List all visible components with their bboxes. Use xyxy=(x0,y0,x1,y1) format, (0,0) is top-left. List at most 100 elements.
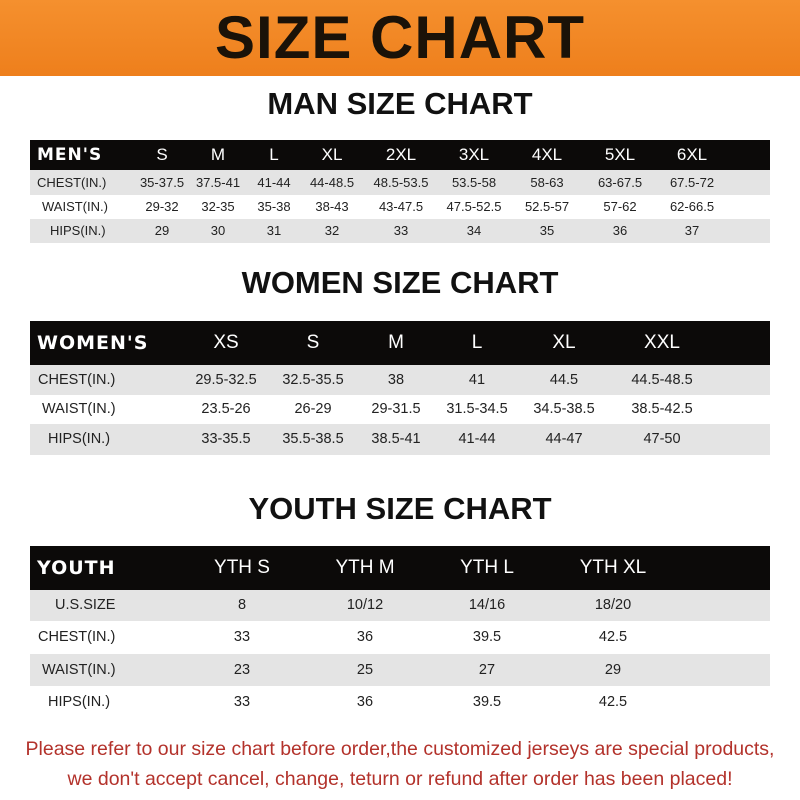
size-header: L xyxy=(269,145,279,164)
size-value: 31 xyxy=(266,223,282,238)
order-note: Please refer to our size chart before or… xyxy=(0,734,800,794)
note-line-2: we don't accept cancel, change, teturn o… xyxy=(67,768,733,790)
size-header: YTH L xyxy=(460,557,514,578)
size-value: 47.5-52.5 xyxy=(446,199,502,214)
size-value: 44.5 xyxy=(549,372,579,388)
size-value: 35 xyxy=(539,223,555,238)
size-value: 35-38 xyxy=(257,199,291,214)
row-label: WAIST(IN.) xyxy=(42,401,116,417)
size-header: XXL xyxy=(644,332,680,353)
size-header: 3XL xyxy=(458,145,490,164)
size-value: 32-35 xyxy=(201,199,235,214)
size-value: 18/20 xyxy=(594,597,632,613)
women-size-table: WOMEN'S XS S M L XL XXL CHEST(IN.) 29.5-32.5 32.5… xyxy=(30,321,770,455)
table-row: CHEST(IN.) 35-37.5 37.5-41 41-44 44-48.5 48.5… xyxy=(30,170,770,195)
size-value: 52.5-57 xyxy=(524,199,570,214)
size-value: 38.5-41 xyxy=(371,431,421,447)
row-label: CHEST(IN.) xyxy=(38,629,116,645)
header-row: WOMEN'S XS S M L XL XXL xyxy=(30,321,770,365)
table-row: WAIST(IN.) 23.5-26 26-29 29-31.5 31.5-34.5 34… xyxy=(30,395,770,424)
size-value: 31.5-34.5 xyxy=(446,401,508,417)
size-value: 23 xyxy=(233,662,251,678)
size-header: YTH M xyxy=(335,557,395,578)
youth-size-table: YOUTH YTH S YTH M YTH L YTH XL U.S.SIZE 8 10/12… xyxy=(30,546,770,718)
size-value: 8 xyxy=(237,597,247,613)
banner-title: SIZE CHART xyxy=(215,4,585,71)
size-header: S xyxy=(156,145,168,164)
youth-title: YOUTH SIZE CHART xyxy=(248,491,552,526)
size-header: 6XL xyxy=(676,145,708,164)
size-value: 62-66.5 xyxy=(669,199,715,214)
size-value: 42.5 xyxy=(598,694,628,710)
table-row: WAIST(IN.) 23 25 27 29 xyxy=(30,654,770,686)
size-value: 25 xyxy=(356,662,374,678)
size-header: YTH S xyxy=(214,557,270,578)
size-value: 14/16 xyxy=(468,597,506,613)
size-value: 63-67.5 xyxy=(597,175,643,190)
size-value: 47-50 xyxy=(643,431,681,447)
size-value: 39.5 xyxy=(472,629,502,645)
size-value: 37 xyxy=(684,223,700,238)
size-value: 53.5-58 xyxy=(451,175,497,190)
table-row: U.S.SIZE 8 10/12 14/16 18/20 xyxy=(30,590,770,621)
size-value: 41-44 xyxy=(257,175,291,190)
header-row: YOUTH YTH S YTH M YTH L YTH XL xyxy=(30,546,770,590)
size-header: XL xyxy=(552,332,576,353)
row-label: WAIST(IN.) xyxy=(42,662,116,678)
size-value: 67.5-72 xyxy=(669,175,715,190)
row-label: CHEST(IN.) xyxy=(37,175,107,190)
size-value: 38.5-42.5 xyxy=(631,401,693,417)
table-row: HIPS(IN.) 29 30 31 32 33 34 35 36 37 xyxy=(30,219,770,243)
size-value: 36 xyxy=(356,694,374,710)
row-label: U.S.SIZE xyxy=(55,597,116,613)
size-header: L xyxy=(471,332,483,353)
size-value: 57-62 xyxy=(603,199,637,214)
size-value: 41-44 xyxy=(458,431,496,447)
size-value: 29-31.5 xyxy=(371,401,421,417)
size-value: 44.5-48.5 xyxy=(631,372,693,388)
size-value: 26-29 xyxy=(294,401,332,417)
size-header: XL xyxy=(321,145,343,164)
table-row: WAIST(IN.) 29-32 32-35 35-38 38-43 43-47.5 47.… xyxy=(30,195,770,219)
size-header: M xyxy=(388,332,404,353)
header-row: MEN'S S M L XL 2XL 3XL 4XL 5XL 6XL xyxy=(30,140,770,170)
size-value: 27 xyxy=(478,662,496,678)
size-value: 58-63 xyxy=(530,175,564,190)
size-value: 34 xyxy=(466,223,482,238)
size-value: 38 xyxy=(387,372,405,388)
table-row: HIPS(IN.) 33 36 39.5 42.5 xyxy=(30,686,770,718)
size-value: 29 xyxy=(604,662,622,678)
table-row: HIPS(IN.) 33-35.5 35.5-38.5 38.5-41 41-44 44-… xyxy=(30,424,770,455)
size-value: 37.5-41 xyxy=(195,175,241,190)
size-value: 29.5-32.5 xyxy=(195,372,257,388)
row-label: HIPS(IN.) xyxy=(48,694,111,710)
size-value: 33 xyxy=(233,629,251,645)
size-header: 2XL xyxy=(385,145,417,164)
women-title: WOMEN SIZE CHART xyxy=(241,265,559,300)
table-row: CHEST(IN.) 29.5-32.5 32.5-35.5 38 41 44.5 44.5… xyxy=(30,365,770,395)
table-row: CHEST(IN.) 33 36 39.5 42.5 xyxy=(30,621,770,654)
size-value: 33 xyxy=(393,223,409,238)
size-value: 23.5-26 xyxy=(201,401,251,417)
size-header: YTH XL xyxy=(579,557,647,578)
size-value: 29 xyxy=(154,223,170,238)
row-label: HIPS(IN.) xyxy=(50,223,106,238)
size-header: S xyxy=(306,332,320,353)
size-value: 36 xyxy=(356,629,374,645)
size-header: 5XL xyxy=(604,145,636,164)
size-value: 48.5-53.5 xyxy=(373,175,429,190)
size-value: 36 xyxy=(612,223,628,238)
size-value: 32 xyxy=(324,223,340,238)
size-value: 33-35.5 xyxy=(201,431,251,447)
row-label: WOMEN'S xyxy=(37,332,149,354)
size-header: 4XL xyxy=(531,145,563,164)
size-value: 34.5-38.5 xyxy=(533,401,595,417)
row-label: CHEST(IN.) xyxy=(38,372,116,388)
size-value: 41 xyxy=(468,372,486,388)
men-size-table: MEN'S S M L XL 2XL 3XL 4XL 5XL 6XL CHEST(IN.) 35-37… xyxy=(30,140,770,243)
size-value: 32.5-35.5 xyxy=(282,372,344,388)
size-value: 44-47 xyxy=(545,431,583,447)
size-value: 42.5 xyxy=(598,629,628,645)
size-value: 35.5-38.5 xyxy=(282,431,344,447)
men-title: MAN SIZE CHART xyxy=(267,86,533,121)
